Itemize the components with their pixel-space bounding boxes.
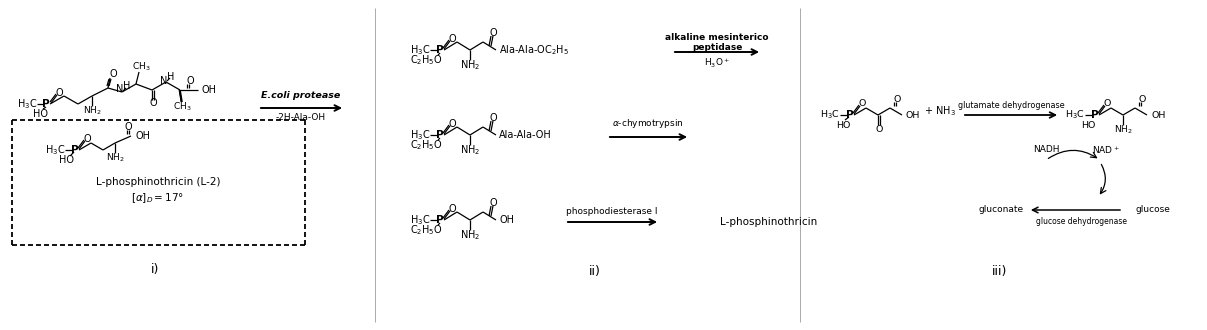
Text: O: O: [893, 94, 900, 104]
Text: L-phosphinothricin (L-2): L-phosphinothricin (L-2): [95, 177, 220, 187]
Text: O: O: [858, 100, 865, 109]
Text: phosphodiesterase I: phosphodiesterase I: [566, 207, 658, 215]
Text: $\mathregular{H_3C}$: $\mathregular{H_3C}$: [410, 213, 431, 227]
Text: $\mathregular{H_3C}$: $\mathregular{H_3C}$: [45, 143, 65, 157]
Text: H: H: [123, 81, 130, 91]
Text: O: O: [489, 28, 497, 38]
Text: P: P: [1091, 110, 1098, 120]
Text: $\mathregular{C_2H_5O}$: $\mathregular{C_2H_5O}$: [410, 53, 443, 67]
Text: O: O: [1103, 100, 1110, 109]
Text: $\mathregular{H_3C}$: $\mathregular{H_3C}$: [410, 43, 431, 57]
Text: P: P: [436, 215, 444, 225]
Text: OH: OH: [906, 111, 921, 119]
Text: iii): iii): [992, 266, 1008, 279]
Text: OH: OH: [202, 85, 217, 95]
Text: $+\ \mathregular{NH_3}$: $+\ \mathregular{NH_3}$: [925, 104, 956, 118]
Text: glutamate dehydrogenase: glutamate dehydrogenase: [957, 101, 1065, 110]
Text: glucose dehydrogenase: glucose dehydrogenase: [1037, 217, 1127, 226]
Text: $\alpha$-chymotrypsin: $\alpha$-chymotrypsin: [612, 117, 684, 130]
Text: E.coli protease: E.coli protease: [261, 91, 340, 101]
Text: HO: HO: [1080, 120, 1095, 129]
Text: NADH: NADH: [1033, 146, 1060, 154]
Text: O: O: [186, 76, 194, 86]
Text: O: O: [875, 124, 882, 134]
Text: OH: OH: [498, 215, 514, 225]
Text: $\mathregular{H_3C}$: $\mathregular{H_3C}$: [410, 128, 431, 142]
Text: $\mathregular{C_2H_5O}$: $\mathregular{C_2H_5O}$: [410, 138, 443, 152]
Text: Ala-Ala-OC$_2$H$_5$: Ala-Ala-OC$_2$H$_5$: [498, 43, 570, 57]
Text: OH: OH: [135, 131, 150, 141]
Text: $\mathregular{H_3O^+}$: $\mathregular{H_3O^+}$: [704, 56, 730, 70]
Text: -2H-Ala-OH: -2H-Ala-OH: [276, 114, 326, 122]
Text: P: P: [436, 45, 444, 55]
Text: O: O: [109, 69, 117, 79]
Text: HO: HO: [835, 120, 850, 129]
Text: $\mathregular{NH_2}$: $\mathregular{NH_2}$: [1114, 124, 1132, 136]
Text: $\mathregular{NH_2}$: $\mathregular{NH_2}$: [460, 58, 480, 72]
Text: gluconate: gluconate: [979, 206, 1024, 214]
Text: H: H: [168, 72, 175, 82]
Text: O: O: [448, 204, 456, 214]
Text: N: N: [116, 84, 123, 94]
Text: ii): ii): [589, 266, 601, 279]
Text: L-phosphinothricin: L-phosphinothricin: [721, 217, 817, 227]
Text: O: O: [489, 113, 497, 123]
Text: alkaline mesinterico: alkaline mesinterico: [665, 34, 769, 43]
Text: O: O: [1138, 94, 1145, 104]
Text: Ala-Ala-OH: Ala-Ala-OH: [498, 130, 552, 140]
Text: $\mathregular{CH_3}$: $\mathregular{CH_3}$: [132, 61, 151, 73]
Text: O: O: [150, 98, 157, 108]
Text: O: O: [56, 88, 63, 98]
Text: O: O: [124, 122, 132, 132]
Text: $\mathregular{NH_2}$: $\mathregular{NH_2}$: [460, 143, 480, 157]
Text: OH: OH: [1151, 111, 1166, 119]
Text: P: P: [42, 99, 49, 109]
Text: i): i): [151, 263, 159, 277]
Text: $\mathregular{CH_3}$: $\mathregular{CH_3}$: [173, 101, 192, 113]
Text: $\mathregular{NH_2}$: $\mathregular{NH_2}$: [460, 228, 480, 242]
Text: N: N: [161, 76, 168, 86]
Text: HO: HO: [59, 155, 75, 165]
Text: O: O: [489, 198, 497, 208]
Text: HO: HO: [33, 109, 47, 119]
Text: P: P: [71, 145, 78, 155]
Text: $[\alpha]_D=17°$: $[\alpha]_D=17°$: [132, 191, 185, 205]
Text: $\mathregular{C_2H_5O}$: $\mathregular{C_2H_5O}$: [410, 223, 443, 237]
Text: $\mathregular{NH_2}$: $\mathregular{NH_2}$: [105, 152, 124, 164]
Text: O: O: [448, 34, 456, 44]
Text: P: P: [846, 110, 853, 120]
Text: O: O: [83, 134, 91, 144]
Text: NAD$^+$: NAD$^+$: [1092, 144, 1120, 156]
Text: O: O: [448, 119, 456, 129]
Text: $\mathregular{NH_2}$: $\mathregular{NH_2}$: [82, 105, 101, 117]
Text: glucose: glucose: [1136, 206, 1171, 214]
Text: P: P: [436, 130, 444, 140]
Text: $\mathregular{H_3C}$: $\mathregular{H_3C}$: [1065, 109, 1085, 121]
Text: peptidase: peptidase: [692, 44, 742, 52]
Text: $\mathregular{H_3C}$: $\mathregular{H_3C}$: [820, 109, 840, 121]
Text: $\mathregular{H_3C}$: $\mathregular{H_3C}$: [17, 97, 37, 111]
